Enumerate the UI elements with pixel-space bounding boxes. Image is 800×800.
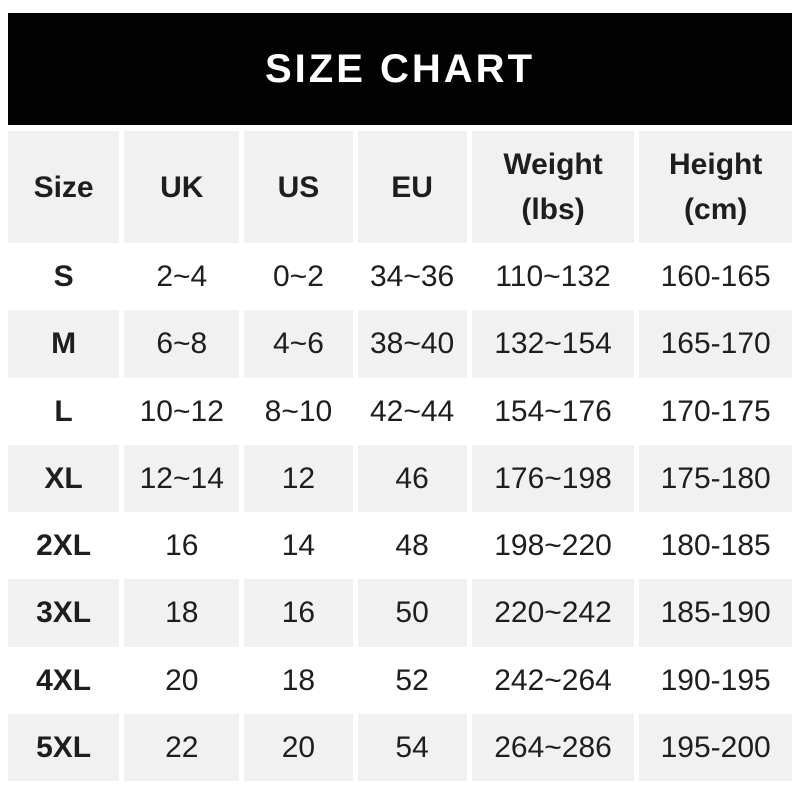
height-cell: 160-165 <box>639 243 792 311</box>
table-row-m: M 6~8 4~6 38~40 132~154 165-170 <box>8 310 792 378</box>
table-row-s: S 2~4 0~2 34~36 110~132 160-165 <box>8 243 792 311</box>
size-cell: 3XL <box>8 579 120 647</box>
table-row-xl: XL 12~14 12 46 176~198 175-180 <box>8 444 792 512</box>
page-title: SIZE CHART <box>265 46 535 91</box>
size-cell: 4XL <box>8 646 120 714</box>
weight-cell: 110~132 <box>471 243 635 311</box>
table-row-2xl: 2XL 16 14 48 198~220 180-185 <box>8 512 792 580</box>
size-table: Size UK US EU Weight (lbs) Height (cm) S… <box>8 131 792 781</box>
size-cell: XL <box>8 444 120 512</box>
height-cell: 175-180 <box>639 444 792 512</box>
uk-cell: 22 <box>124 713 240 781</box>
weight-cell: 220~242 <box>471 579 635 647</box>
us-cell: 18 <box>244 646 353 714</box>
size-cell: L <box>8 377 120 445</box>
uk-cell: 16 <box>124 512 240 580</box>
column-header-size: Size <box>8 131 120 243</box>
table-row-l: L 10~12 8~10 42~44 154~176 170-175 <box>8 377 792 445</box>
height-cell: 190-195 <box>639 646 792 714</box>
table-row-3xl: 3XL 18 16 50 220~242 185-190 <box>8 579 792 647</box>
column-header-height: Height (cm) <box>639 131 792 243</box>
us-cell: 14 <box>244 512 353 580</box>
height-cell: 185-190 <box>639 579 792 647</box>
height-cell: 170-175 <box>639 377 792 445</box>
title-banner: SIZE CHART <box>8 13 792 125</box>
eu-cell: 48 <box>357 512 467 580</box>
eu-cell: 42~44 <box>357 377 467 445</box>
column-header-uk: UK <box>124 131 240 243</box>
weight-cell: 198~220 <box>471 512 635 580</box>
weight-cell: 264~286 <box>471 713 635 781</box>
height-cell: 180-185 <box>639 512 792 580</box>
eu-cell: 34~36 <box>357 243 467 311</box>
size-cell: M <box>8 310 120 378</box>
weight-cell: 242~264 <box>471 646 635 714</box>
uk-cell: 10~12 <box>124 377 240 445</box>
size-cell: 2XL <box>8 512 120 580</box>
us-cell: 8~10 <box>244 377 353 445</box>
uk-cell: 2~4 <box>124 243 240 311</box>
uk-cell: 18 <box>124 579 240 647</box>
height-cell: 195-200 <box>639 713 792 781</box>
uk-cell: 12~14 <box>124 444 240 512</box>
column-header-us: US <box>244 131 353 243</box>
table-header-row: Size UK US EU Weight (lbs) Height (cm) <box>8 131 792 243</box>
weight-cell: 154~176 <box>471 377 635 445</box>
eu-cell: 52 <box>357 646 467 714</box>
column-header-weight: Weight (lbs) <box>471 131 635 243</box>
table-row-5xl: 5XL 22 20 54 264~286 195-200 <box>8 713 792 781</box>
uk-cell: 6~8 <box>124 310 240 378</box>
weight-cell: 132~154 <box>471 310 635 378</box>
column-header-eu: EU <box>357 131 467 243</box>
table-row-4xl: 4XL 20 18 52 242~264 190-195 <box>8 646 792 714</box>
us-cell: 12 <box>244 444 353 512</box>
eu-cell: 46 <box>357 444 467 512</box>
size-cell: 5XL <box>8 713 120 781</box>
us-cell: 16 <box>244 579 353 647</box>
height-cell: 165-170 <box>639 310 792 378</box>
eu-cell: 38~40 <box>357 310 467 378</box>
weight-cell: 176~198 <box>471 444 635 512</box>
eu-cell: 54 <box>357 713 467 781</box>
us-cell: 20 <box>244 713 353 781</box>
us-cell: 4~6 <box>244 310 353 378</box>
us-cell: 0~2 <box>244 243 353 311</box>
size-cell: S <box>8 243 120 311</box>
uk-cell: 20 <box>124 646 240 714</box>
eu-cell: 50 <box>357 579 467 647</box>
